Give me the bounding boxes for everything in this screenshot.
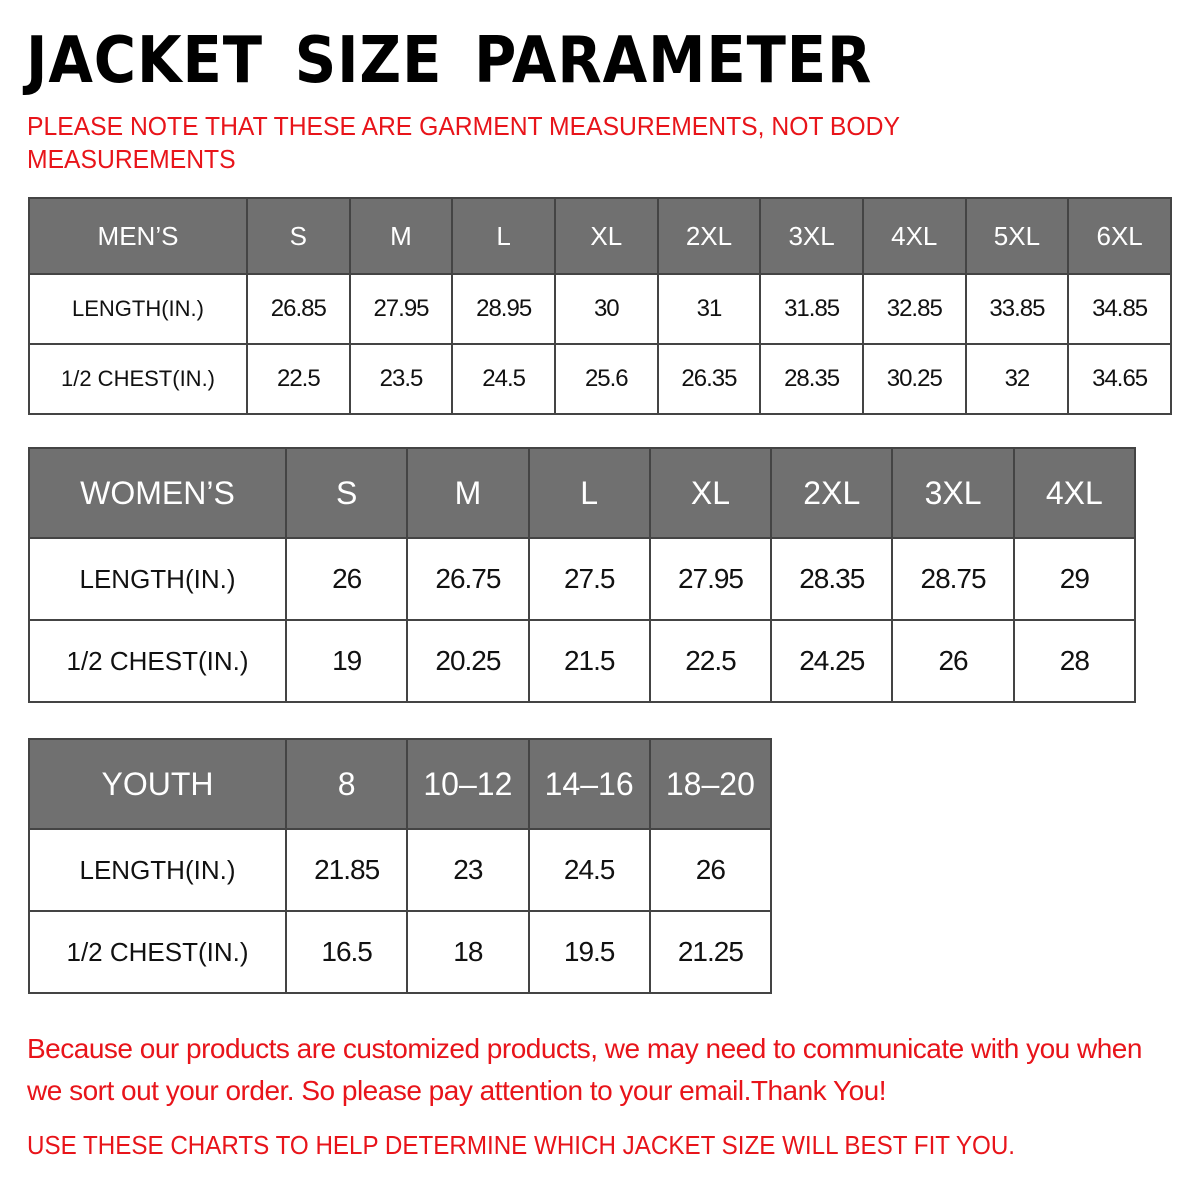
size-header: M [406,447,530,539]
measurement-cell: 30.25 [861,343,967,415]
size-header: L [527,447,651,539]
measurement-cell: 16.5 [284,910,409,994]
size-header: 2XL [770,447,894,539]
measurement-cell: 28.35 [770,537,894,621]
row-label: LENGTH(IN.) [28,273,248,345]
measurement-cell: 18 [406,910,530,994]
row-label: 1/2 CHEST(IN.) [28,343,248,415]
row-label: 1/2 CHEST(IN.) [28,619,287,703]
measurement-cell: 27.95 [348,273,454,345]
page-title: JACKET SIZE PARAMETER [26,24,873,98]
measurement-cell: 27.5 [527,537,651,621]
measurement-cell: 21.25 [648,910,773,994]
measurement-cell: 29 [1012,537,1137,621]
measurement-note: PLEASE NOTE THAT THESE ARE GARMENT MEASU… [27,111,900,174]
measurement-cell: 22.5 [648,619,773,703]
measurement-cell: 27.95 [648,537,773,621]
measurement-cell: 24.25 [770,619,894,703]
measurement-cell: 28.35 [759,343,864,415]
womens-size-table: WOMEN’S S M L XL 2XL 3XL 4XL LENGTH(IN.) 26 26.75 2… [28,447,1137,703]
size-advice: USE THESE CHARTS TO HELP DETERMINE WHICH… [27,1130,1016,1160]
size-header: S [246,197,351,275]
header-row: WOMEN’S S M L XL 2XL 3XL 4XL [28,447,1137,539]
header-row: YOUTH 8 10–12 14–16 18–20 [28,738,773,830]
measurement-cell: 30 [553,273,659,345]
measurement-cell: 26 [284,537,409,621]
table-row: LENGTH(IN.) 26.85 27.95 28.95 30 31 31.85 32.85… [28,273,1172,345]
measurement-cell: 28.95 [451,273,556,345]
size-header: 5XL [964,197,1070,275]
measurement-cell: 21.5 [527,619,651,703]
measurement-cell: 20.25 [406,619,530,703]
customization-message: Because our products are customized prod… [27,1033,1142,1106]
row-label: LENGTH(IN.) [28,828,287,912]
category-header: WOMEN’S [28,447,287,539]
category-header: YOUTH [28,738,287,830]
size-header: 3XL [759,197,864,275]
measurement-cell: 26.75 [406,537,530,621]
measurement-cell: 32 [964,343,1070,415]
measurement-cell: 26 [891,619,1015,703]
size-header: XL [648,447,773,539]
size-header: M [348,197,454,275]
size-header: 3XL [891,447,1015,539]
measurement-cell: 33.85 [964,273,1070,345]
table-row: 1/2 CHEST(IN.) 16.5 18 19.5 21.25 [28,910,773,994]
size-header: 18–20 [648,738,773,830]
category-header: MEN’S [28,197,248,275]
measurement-cell: 24.5 [527,828,651,912]
size-header: 14–16 [527,738,651,830]
row-label: 1/2 CHEST(IN.) [28,910,287,994]
measurement-cell: 23 [406,828,530,912]
measurement-cell: 26 [648,828,773,912]
header-row: MEN’S S M L XL 2XL 3XL 4XL 5XL 6XL [28,197,1172,275]
measurement-cell: 28.75 [891,537,1015,621]
table-row: LENGTH(IN.) 26 26.75 27.5 27.95 28.35 28.75 29 [28,537,1137,621]
measurement-cell: 26.85 [246,273,351,345]
size-header: 6XL [1067,197,1172,275]
measurement-cell: 19.5 [527,910,651,994]
size-header: S [284,447,409,539]
measurement-cell: 23.5 [348,343,454,415]
size-header: 10–12 [406,738,530,830]
size-header: 4XL [861,197,967,275]
measurement-cell: 34.85 [1067,273,1172,345]
table-row: 1/2 CHEST(IN.) 19 20.25 21.5 22.5 24.25 26 28 [28,619,1137,703]
size-header: 4XL [1012,447,1137,539]
size-header: L [451,197,556,275]
measurement-cell: 26.35 [656,343,762,415]
measurement-cell: 25.6 [553,343,659,415]
size-header: 8 [284,738,409,830]
measurement-cell: 21.85 [284,828,409,912]
size-header: XL [553,197,659,275]
measurement-cell: 19 [284,619,409,703]
measurement-cell: 24.5 [451,343,556,415]
mens-size-table: MEN’S S M L XL 2XL 3XL 4XL 5XL 6XL LENGTH(IN.) 26.8… [28,197,1172,415]
measurement-cell: 22.5 [246,343,351,415]
measurement-cell: 31.85 [759,273,864,345]
measurement-cell: 34.65 [1067,343,1172,415]
measurement-cell: 28 [1012,619,1137,703]
youth-size-table: YOUTH 8 10–12 14–16 18–20 LENGTH(IN.) 21.85 23 2… [28,738,773,994]
size-header: 2XL [656,197,762,275]
table-row: LENGTH(IN.) 21.85 23 24.5 26 [28,828,773,912]
measurement-cell: 32.85 [861,273,967,345]
table-row: 1/2 CHEST(IN.) 22.5 23.5 24.5 25.6 26.35 28.35… [28,343,1172,415]
measurement-cell: 31 [656,273,762,345]
row-label: LENGTH(IN.) [28,537,287,621]
